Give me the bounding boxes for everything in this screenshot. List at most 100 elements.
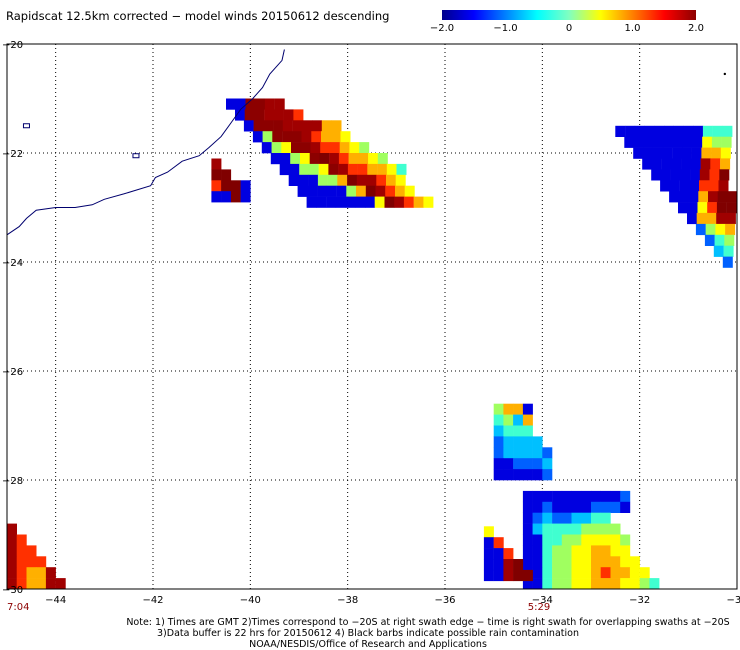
wind-cell xyxy=(221,169,232,181)
wind-cell xyxy=(356,174,367,186)
wind-cell xyxy=(532,545,543,557)
wind-cell xyxy=(581,501,592,513)
wind-cell xyxy=(16,567,27,579)
wind-cell xyxy=(581,556,592,568)
wind-cell xyxy=(262,131,273,143)
wind-cell xyxy=(610,501,621,513)
wind-cell xyxy=(651,158,662,170)
wind-cell xyxy=(513,436,524,448)
wind-cell xyxy=(493,569,504,582)
wind-cell xyxy=(16,534,27,546)
wind-cell xyxy=(532,556,543,568)
wind-cell xyxy=(571,545,582,557)
wind-cell xyxy=(310,142,321,154)
wind-difference-cells xyxy=(7,98,738,590)
wind-cell xyxy=(281,142,292,154)
wind-cell xyxy=(522,458,533,470)
wind-cell xyxy=(45,567,56,579)
wind-cell xyxy=(642,158,653,170)
wind-cell xyxy=(542,545,553,557)
wind-cell xyxy=(719,169,730,181)
wind-cell xyxy=(211,191,222,203)
wind-cell xyxy=(264,98,275,110)
wind-cell xyxy=(26,545,37,557)
wind-cell xyxy=(688,191,699,203)
wind-cell xyxy=(274,98,285,110)
longitude-tick-label: −40 xyxy=(240,595,261,606)
wind-cell xyxy=(235,98,246,110)
wind-cell xyxy=(522,403,533,415)
wind-cell xyxy=(663,136,674,148)
wind-cell xyxy=(493,469,504,481)
wind-cell xyxy=(289,163,300,176)
wind-cell xyxy=(591,523,601,535)
wind-cell xyxy=(513,403,524,415)
wind-cell xyxy=(36,578,47,590)
wind-cell xyxy=(610,556,621,568)
wind-cell xyxy=(705,223,716,236)
coastal-swath-upper xyxy=(226,98,434,208)
wind-cell xyxy=(413,196,424,208)
wind-cell xyxy=(226,98,236,110)
wind-cell xyxy=(522,469,533,481)
wind-cell xyxy=(356,185,366,197)
wind-cell xyxy=(211,180,222,192)
wind-cell xyxy=(336,185,347,197)
wind-cell xyxy=(291,131,302,143)
wind-cell xyxy=(673,136,683,148)
wind-cell xyxy=(493,425,504,437)
wind-cell xyxy=(273,120,284,132)
wind-cell xyxy=(532,458,543,470)
wind-cell xyxy=(386,163,397,176)
wind-cell xyxy=(724,234,735,246)
wind-cell xyxy=(639,567,650,579)
wind-cell xyxy=(624,136,635,148)
latitude-labels: −20 −22 −24 −26 −28 −30 xyxy=(2,40,23,596)
wind-cell xyxy=(513,458,524,470)
wind-cell xyxy=(661,158,672,170)
wind-cell xyxy=(346,185,357,197)
wind-cell xyxy=(483,569,494,582)
colorbar-tick-label: −2.0 xyxy=(430,23,454,34)
colorbar-tick-label: 2.0 xyxy=(688,23,704,34)
wind-cell xyxy=(581,534,592,546)
wind-cell xyxy=(542,469,553,481)
wind-cell xyxy=(211,158,222,170)
wind-cell xyxy=(483,526,494,538)
wind-cell xyxy=(662,147,673,159)
wind-cell xyxy=(615,125,626,137)
wind-cell xyxy=(263,120,274,132)
wind-cell xyxy=(230,180,241,192)
wind-cell xyxy=(542,556,553,568)
wind-cell xyxy=(532,469,543,481)
wind-cell xyxy=(591,490,601,503)
wind-cell xyxy=(687,202,698,214)
wind-cell xyxy=(245,98,256,110)
wind-cell xyxy=(571,534,582,546)
wind-cell xyxy=(291,142,301,154)
wind-cell xyxy=(273,109,284,121)
wind-cell xyxy=(600,512,611,524)
wind-cell xyxy=(308,174,319,186)
wind-cell xyxy=(532,490,543,503)
wind-cell xyxy=(709,169,720,181)
wind-cell xyxy=(591,578,601,590)
wind-cell xyxy=(561,512,572,524)
wind-cell xyxy=(687,212,697,225)
swath-time-label: 7:04 xyxy=(7,602,29,613)
wind-cell xyxy=(312,120,322,132)
wind-cell xyxy=(254,109,265,121)
wind-cell xyxy=(367,163,378,176)
wind-cell xyxy=(699,169,710,181)
wind-cell xyxy=(359,142,370,154)
wind-cell xyxy=(723,245,734,257)
wind-cell xyxy=(664,125,674,137)
wind-cell xyxy=(522,534,533,546)
wind-cell xyxy=(280,153,291,165)
wind-cell xyxy=(600,556,611,568)
wind-cell xyxy=(330,131,341,143)
wind-cell xyxy=(591,545,601,557)
wind-cell xyxy=(720,147,731,159)
wind-cell xyxy=(693,125,704,137)
